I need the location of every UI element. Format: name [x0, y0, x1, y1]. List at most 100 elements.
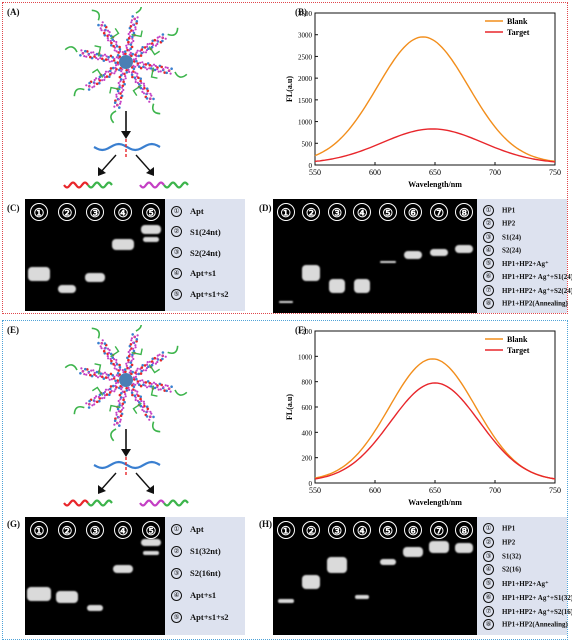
y-tick-label: 200 — [302, 455, 313, 463]
gel-band — [455, 543, 474, 553]
legend-text: Apt+s1+s2 — [190, 612, 229, 623]
legend-text: HP2 — [502, 538, 516, 547]
legend-text: S2(16nt) — [190, 568, 221, 579]
legend-number: ② — [483, 536, 494, 548]
arrow-left-icon — [99, 154, 117, 174]
y-tick-label: 1200 — [298, 328, 313, 336]
y-tick-label: 2500 — [298, 53, 313, 61]
legend-item: ⑦ HP1+HP2+ Ag⁺+S2(16) — [483, 605, 572, 617]
legend-text: S1(32nt) — [190, 546, 221, 557]
x-tick-label: 650 — [429, 168, 441, 177]
y-tick-label: 1000 — [298, 119, 313, 127]
legend-number: ⑥ — [483, 271, 494, 283]
dna-arm — [130, 27, 179, 61]
gel-band — [278, 301, 293, 303]
dna-arm — [64, 45, 120, 65]
gel-legend-g: ① Apt ② S1(32nt) ③ S2(16nt) ④ Apt+s1 ⑤ Apt+s1+s2 — [165, 517, 245, 635]
lane-number: ⑤ — [142, 521, 160, 539]
legend-item: ③ S1(32) — [483, 550, 522, 562]
dna-arm — [127, 384, 161, 433]
gel-band — [143, 551, 159, 555]
legend-text: S1(24nt) — [190, 226, 221, 237]
x-tick-label: 700 — [489, 168, 501, 177]
legend-item: ③ S2(24nt) — [171, 247, 221, 259]
chart-b: 550 600 650 700 750 0 500 1000 1500 2000 2500 3000 3… — [285, 10, 561, 189]
gel-band — [302, 575, 321, 589]
gel-band — [326, 557, 347, 573]
target-strand — [93, 460, 161, 470]
legend-text: HP1 — [502, 524, 516, 533]
gel-band — [302, 265, 321, 281]
legend-text: Apt+s1+s2 — [190, 289, 229, 300]
panel-label-g: (G) — [7, 519, 20, 529]
legend-item: ② S1(32nt) — [171, 545, 221, 557]
dna-arm — [64, 363, 120, 383]
legend-text: HP1+HP2+ Ag⁺+S2(16) — [502, 607, 572, 616]
legend-text: HP1+HP2+ Ag⁺+S1(24) — [502, 273, 572, 282]
lane-number: ④ — [114, 203, 132, 221]
legend-number: ⑤ — [483, 578, 494, 589]
legend-entry: Target — [507, 28, 530, 37]
gel-legend-d: ① HP1 ② HP2 ③ S1(24) ④ S2(24) ⑤ HP1+HP2+Ag⁺ ⑥ HP1+H… — [477, 199, 572, 313]
arrow-right-icon — [135, 154, 153, 174]
lane-number: ⑦ — [429, 203, 448, 221]
x-tick-label: 750 — [549, 486, 561, 495]
legend-item: ⑧ HP1+HP2(Annealing) — [483, 619, 568, 631]
legend-number: ④ — [171, 267, 182, 279]
gel-band — [58, 285, 76, 293]
lane-number: ① — [30, 521, 48, 539]
y-tick-label: 0 — [309, 480, 313, 488]
legend-item: ⑤ Apt+s1+s2 — [171, 288, 229, 300]
legend-text: S1(32) — [502, 552, 522, 560]
legend-item: ⑤ Apt+s1+s2 — [171, 611, 229, 623]
legend-text: HP1 — [502, 206, 516, 215]
series-line-target — [314, 382, 556, 480]
dna-arm — [127, 66, 161, 115]
lane-number: ⑧ — [455, 203, 474, 221]
dna-arm — [73, 381, 122, 415]
legend-item: ⑧ HP1+HP2(Annealing) — [483, 297, 568, 309]
legend-text: HP2 — [502, 219, 516, 228]
y-axis-label: FL(a.u) — [285, 394, 294, 420]
legend-item: ④ Apt+s1 — [171, 267, 216, 279]
lane-number: ② — [58, 203, 76, 221]
legend-number: ① — [171, 205, 182, 217]
lane-number: ① — [276, 521, 295, 539]
fragment-s1-green — [87, 499, 113, 507]
schematic-e — [63, 325, 189, 507]
dna-arm — [109, 68, 129, 124]
fragment-s1-red — [63, 499, 89, 507]
lane-number: ④ — [353, 521, 372, 539]
chart-f: 550 600 650 700 750 0 200 400 600 800 1000 1200 Wave… — [285, 328, 561, 507]
legend-text: Apt — [190, 524, 204, 535]
fragment-s2-magenta — [139, 181, 165, 189]
legend-number: ② — [483, 218, 494, 230]
lane-number: ③ — [86, 203, 104, 221]
legend-item: ⑤ HP1+HP2+Ag⁺ — [483, 258, 549, 269]
gel-legend-h: ① HP1 ② HP2 ③ S1(32) ④ S2(16) ⑤ HP1+HP2+Ag⁺ ⑥ HP1+H… — [477, 517, 572, 635]
lane-number: ④ — [353, 203, 372, 221]
panel-label-h: (H) — [259, 519, 272, 529]
legend-number: ⑤ — [483, 258, 494, 269]
legend-item: ③ S2(16nt) — [171, 567, 221, 579]
legend-number: ③ — [171, 567, 182, 579]
legend-number: ① — [171, 523, 182, 535]
legend-item: ④ Apt+s1 — [171, 589, 216, 601]
gel-band — [355, 595, 370, 599]
legend-item: ① HP1 — [483, 205, 515, 216]
lane-number: ⑧ — [455, 521, 474, 539]
lane-number: ① — [30, 203, 48, 221]
dna-arm — [123, 325, 143, 374]
lane-number: ⑤ — [142, 203, 160, 221]
legend-entry: Target — [507, 346, 530, 355]
legend-number: ③ — [483, 231, 494, 243]
legend-text: HP1+HP2+ Ag⁺+S2(24) — [502, 286, 572, 295]
lane-number: ⑦ — [429, 521, 448, 539]
gel-band — [428, 541, 449, 553]
legend-text: HP1+HP2(Annealing) — [502, 620, 568, 629]
gel-band — [141, 225, 161, 234]
gel-band — [403, 547, 424, 557]
panel-label-d: (D) — [259, 203, 272, 213]
legend-item: ⑥ HP1+HP2+ Ag⁺+S1(32) — [483, 591, 572, 603]
series-line-blank — [314, 358, 556, 480]
